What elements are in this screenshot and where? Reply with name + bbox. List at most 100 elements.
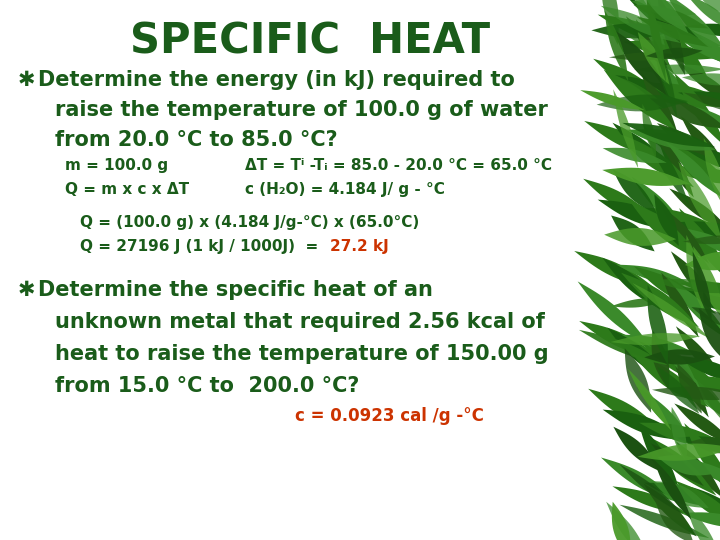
Polygon shape [684,458,720,492]
Polygon shape [580,90,645,110]
Polygon shape [656,132,694,198]
Polygon shape [665,0,720,64]
Polygon shape [665,25,714,95]
Polygon shape [652,387,720,400]
Polygon shape [684,228,720,262]
Polygon shape [639,423,720,447]
Polygon shape [683,24,720,36]
Polygon shape [631,353,709,407]
Polygon shape [678,91,720,109]
Polygon shape [644,83,720,107]
Polygon shape [613,427,660,471]
Polygon shape [611,333,701,345]
Text: Q = (100.0 g) x (4.184 J/g-°C) x (65.0°C): Q = (100.0 g) x (4.184 J/g-°C) x (65.0°C… [80,215,419,230]
Polygon shape [691,307,720,329]
Polygon shape [583,179,657,221]
Polygon shape [577,281,651,347]
Polygon shape [629,37,698,65]
Polygon shape [639,423,681,497]
Polygon shape [683,93,720,114]
Polygon shape [627,0,693,43]
Text: c (H₂O) = 4.184 J/ g - °C: c (H₂O) = 4.184 J/ g - °C [245,182,445,197]
Polygon shape [657,0,685,76]
Polygon shape [654,37,678,118]
Polygon shape [680,145,720,174]
Polygon shape [644,483,696,537]
Polygon shape [685,252,720,271]
Polygon shape [668,278,720,342]
Polygon shape [671,251,719,309]
Polygon shape [579,321,661,359]
Polygon shape [606,502,650,540]
Polygon shape [693,246,720,320]
Polygon shape [611,298,669,308]
Polygon shape [676,436,720,454]
Polygon shape [676,441,720,499]
Polygon shape [637,443,720,461]
Polygon shape [613,89,638,168]
Polygon shape [693,0,720,17]
Polygon shape [601,0,618,45]
Polygon shape [674,73,720,147]
Polygon shape [593,59,667,102]
Polygon shape [676,326,720,384]
Text: heat to raise the temperature of 150.00 g: heat to raise the temperature of 150.00 … [55,344,549,364]
Polygon shape [683,235,720,244]
Polygon shape [669,14,683,71]
Polygon shape [681,116,720,174]
Polygon shape [591,23,673,38]
Polygon shape [608,75,693,105]
Polygon shape [632,283,711,339]
Polygon shape [646,48,703,59]
Polygon shape [616,133,694,187]
Polygon shape [651,443,704,486]
Polygon shape [619,464,683,514]
Text: c = 0.0923 cal /g -°C: c = 0.0923 cal /g -°C [295,407,484,425]
Polygon shape [650,98,720,129]
Polygon shape [657,455,716,475]
Polygon shape [636,19,674,101]
Polygon shape [667,141,720,198]
Polygon shape [626,16,674,74]
Polygon shape [684,423,720,497]
Polygon shape [678,363,702,414]
Polygon shape [679,208,720,282]
Polygon shape [643,124,689,205]
Polygon shape [634,5,708,28]
Text: Q = 27196 J (1 kJ / 1000J)  =: Q = 27196 J (1 kJ / 1000J) = [80,239,323,254]
Polygon shape [631,177,688,233]
Polygon shape [639,341,720,389]
Polygon shape [608,328,672,382]
Polygon shape [598,200,683,231]
Polygon shape [654,194,679,246]
Polygon shape [603,70,676,131]
Polygon shape [629,129,716,151]
Polygon shape [622,123,715,147]
Polygon shape [637,0,688,33]
Polygon shape [609,74,670,111]
Polygon shape [675,403,720,447]
Polygon shape [642,52,698,109]
Polygon shape [579,330,668,366]
Polygon shape [656,503,694,540]
Polygon shape [649,279,720,293]
Text: Determine the energy (in kJ) required to: Determine the energy (in kJ) required to [38,70,515,90]
Polygon shape [603,410,688,441]
Polygon shape [575,251,656,289]
Polygon shape [624,40,717,60]
Polygon shape [634,0,669,67]
Polygon shape [657,367,699,414]
Polygon shape [679,103,720,137]
Polygon shape [613,29,669,97]
Text: ✱: ✱ [18,280,35,300]
Polygon shape [603,258,667,312]
Text: ΔT = Tⁱ -Tᵢ = 85.0 - 20.0 °C = 65.0 °C: ΔT = Tⁱ -Tᵢ = 85.0 - 20.0 °C = 65.0 °C [245,158,552,173]
Polygon shape [675,376,720,394]
Text: Q = m x c x ΔT: Q = m x c x ΔT [65,182,189,197]
Polygon shape [621,335,698,355]
Polygon shape [652,330,670,389]
Polygon shape [670,188,720,232]
Polygon shape [661,273,698,338]
Text: raise the temperature of 100.0 g of water: raise the temperature of 100.0 g of wate… [55,100,548,120]
Polygon shape [597,94,688,111]
